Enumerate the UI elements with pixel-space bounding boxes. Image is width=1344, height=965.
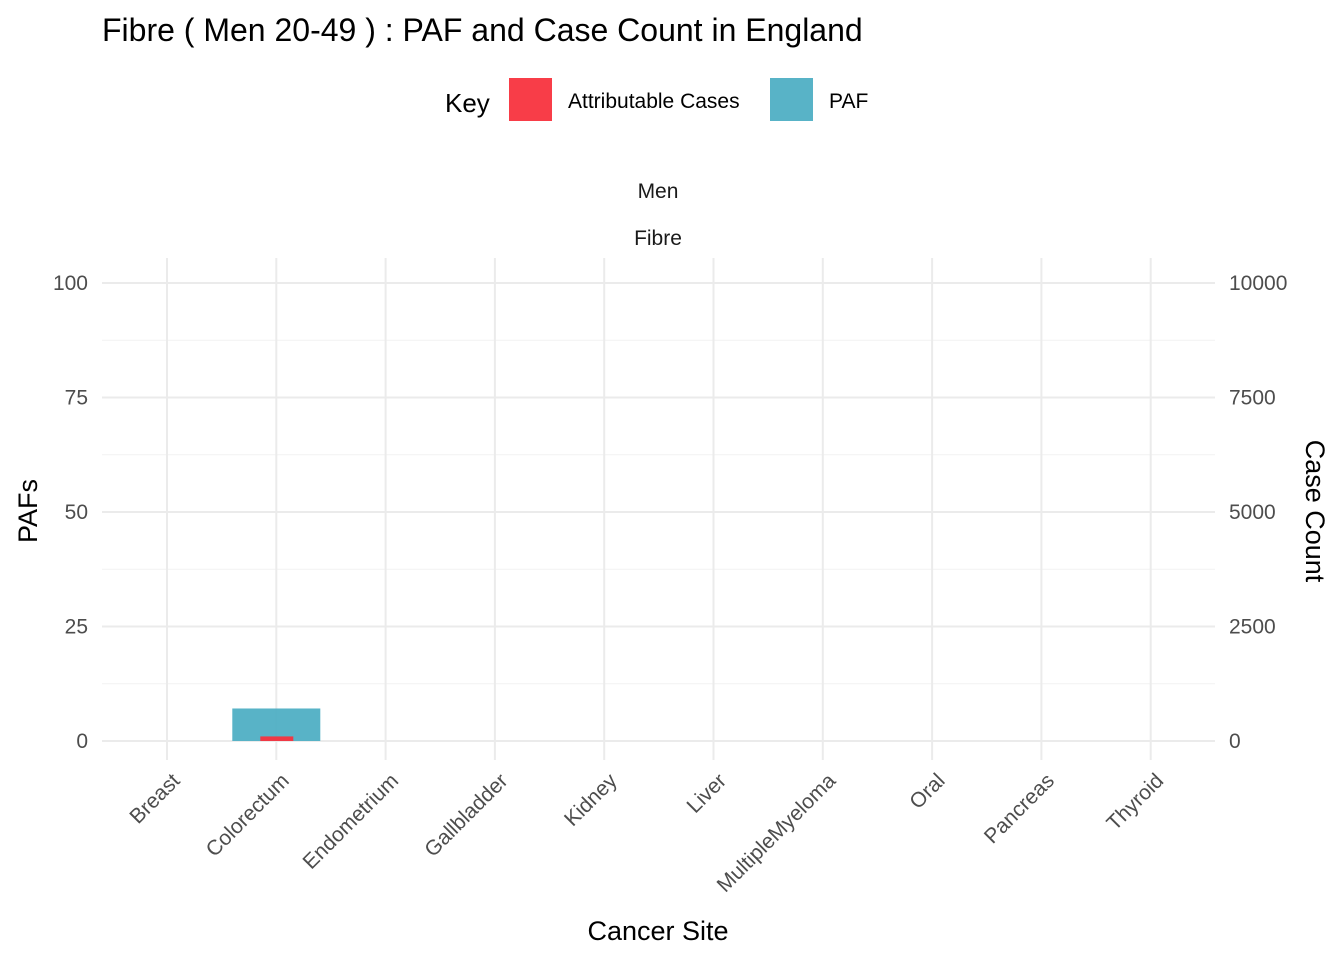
- x-tick-label: Thyroid: [1102, 769, 1168, 835]
- chart-title: Fibre ( Men 20-49 ) : PAF and Case Count…: [102, 12, 863, 48]
- x-tick-label: Endometrium: [299, 769, 404, 874]
- y-tick-label: 75: [65, 387, 88, 410]
- y-right-tick-label: 5000: [1229, 501, 1276, 524]
- y-tick-label: 100: [53, 272, 88, 295]
- facet-label-sex: Men: [638, 180, 679, 203]
- y-tick-label: 50: [65, 501, 88, 524]
- attributable-cases-bar: [260, 736, 294, 741]
- x-tick-label: Gallbladder: [420, 769, 512, 861]
- x-tick-label: Pancreas: [980, 769, 1059, 848]
- y-right-tick-label: 0: [1229, 730, 1241, 753]
- x-tick-label: Kidney: [560, 769, 622, 831]
- y-axis-right-title: Case Count: [1300, 440, 1330, 583]
- legend-label: Attributable Cases: [568, 90, 740, 113]
- x-tick-label: Breast: [125, 769, 184, 828]
- x-tick-label: Colorectum: [202, 769, 294, 861]
- y-axis-title: PAFs: [13, 479, 43, 543]
- x-tick-label: Oral: [905, 769, 949, 813]
- axes: 0 25 50 75 100 0 2500 5000 7500 10000 Breast Colore…: [53, 272, 1287, 897]
- legend: Attributable Cases PAF: [509, 78, 868, 121]
- x-axis-title: Cancer Site: [587, 916, 728, 946]
- y-right-tick-label: 7500: [1229, 387, 1276, 410]
- y-tick-label: 25: [65, 616, 88, 639]
- bars: [232, 708, 321, 741]
- x-tick-label: Liver: [683, 769, 731, 817]
- x-tick-label: MultipleMyeloma: [713, 769, 841, 897]
- legend-label: PAF: [829, 90, 868, 113]
- y-right-tick-label: 2500: [1229, 616, 1276, 639]
- legend-swatch: [770, 78, 813, 121]
- y-tick-label: 0: [76, 730, 88, 753]
- legend-title: Key: [445, 88, 490, 118]
- grid: [102, 258, 1215, 760]
- facet-label-factor: Fibre: [634, 227, 682, 250]
- y-right-tick-label: 10000: [1229, 272, 1287, 295]
- paf-bar: [232, 708, 321, 741]
- legend-swatch: [509, 78, 552, 121]
